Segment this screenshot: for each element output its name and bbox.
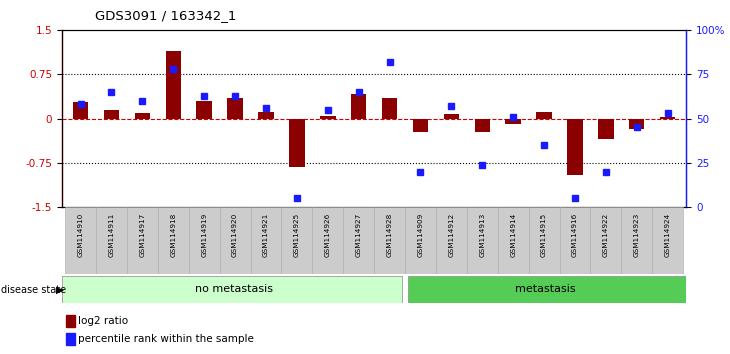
Bar bbox=[66, 315, 75, 327]
Text: GSM114917: GSM114917 bbox=[139, 212, 145, 257]
Bar bbox=[289, 119, 304, 167]
Bar bbox=[652, 207, 683, 274]
Bar bbox=[382, 98, 397, 119]
Bar bbox=[405, 207, 436, 274]
Text: percentile rank within the sample: percentile rank within the sample bbox=[79, 334, 254, 344]
Bar bbox=[65, 207, 96, 274]
Bar bbox=[436, 207, 466, 274]
Bar bbox=[104, 110, 119, 119]
Text: GSM114910: GSM114910 bbox=[77, 212, 84, 257]
Bar bbox=[537, 112, 552, 119]
Bar bbox=[62, 276, 402, 303]
Bar bbox=[409, 276, 686, 303]
Bar bbox=[466, 207, 498, 274]
Bar bbox=[660, 117, 675, 119]
Bar bbox=[529, 207, 559, 274]
Text: GDS3091 / 163342_1: GDS3091 / 163342_1 bbox=[95, 9, 237, 22]
Text: GSM114918: GSM114918 bbox=[170, 212, 176, 257]
Bar bbox=[567, 119, 583, 175]
Bar bbox=[282, 207, 312, 274]
Text: ▶: ▶ bbox=[56, 285, 64, 295]
Text: GSM114921: GSM114921 bbox=[263, 212, 269, 257]
Bar bbox=[320, 116, 336, 119]
Text: GSM114927: GSM114927 bbox=[356, 212, 361, 257]
Text: GSM114919: GSM114919 bbox=[201, 212, 207, 257]
Bar bbox=[66, 333, 75, 345]
Bar bbox=[258, 112, 274, 119]
Bar bbox=[351, 94, 366, 119]
Text: GSM114922: GSM114922 bbox=[603, 212, 609, 257]
Text: GSM114909: GSM114909 bbox=[418, 212, 423, 257]
Bar bbox=[598, 119, 614, 139]
Bar bbox=[621, 207, 652, 274]
Bar bbox=[127, 207, 158, 274]
Bar bbox=[343, 207, 374, 274]
Bar bbox=[498, 207, 529, 274]
Bar bbox=[444, 114, 459, 119]
Text: GSM114913: GSM114913 bbox=[480, 212, 485, 257]
Text: metastasis: metastasis bbox=[515, 284, 576, 295]
Bar bbox=[134, 113, 150, 119]
Text: GSM114914: GSM114914 bbox=[510, 212, 516, 257]
Bar bbox=[220, 207, 250, 274]
Bar bbox=[505, 119, 521, 125]
Text: GSM114924: GSM114924 bbox=[664, 212, 671, 257]
Text: GSM114911: GSM114911 bbox=[109, 212, 115, 257]
Text: disease state: disease state bbox=[1, 285, 66, 295]
Text: GSM114916: GSM114916 bbox=[572, 212, 578, 257]
Bar bbox=[96, 207, 127, 274]
Text: GSM114928: GSM114928 bbox=[387, 212, 393, 257]
Bar bbox=[73, 102, 88, 119]
Bar bbox=[474, 119, 490, 132]
Bar bbox=[312, 207, 343, 274]
Bar bbox=[227, 98, 243, 119]
Bar bbox=[158, 207, 189, 274]
Bar bbox=[559, 207, 591, 274]
Text: GSM114912: GSM114912 bbox=[448, 212, 454, 257]
Text: GSM114915: GSM114915 bbox=[541, 212, 547, 257]
Bar bbox=[412, 119, 429, 132]
Bar bbox=[591, 207, 621, 274]
Text: GSM114920: GSM114920 bbox=[232, 212, 238, 257]
Bar bbox=[374, 207, 405, 274]
Text: no metastasis: no metastasis bbox=[195, 284, 273, 295]
Bar bbox=[189, 207, 220, 274]
Bar bbox=[629, 119, 645, 129]
Text: GSM114923: GSM114923 bbox=[634, 212, 639, 257]
Text: GSM114925: GSM114925 bbox=[294, 212, 300, 257]
Bar bbox=[250, 207, 282, 274]
Bar bbox=[166, 51, 181, 119]
Text: GSM114926: GSM114926 bbox=[325, 212, 331, 257]
Text: log2 ratio: log2 ratio bbox=[79, 316, 128, 326]
Bar bbox=[196, 101, 212, 119]
